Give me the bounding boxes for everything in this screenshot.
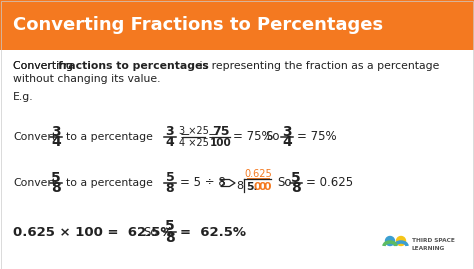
Text: Converting: Converting <box>13 61 76 71</box>
Text: 8: 8 <box>291 182 301 196</box>
Text: So: So <box>143 225 157 239</box>
Text: 8: 8 <box>165 231 175 245</box>
Text: 5: 5 <box>165 220 175 233</box>
Text: 4 ×25: 4 ×25 <box>179 137 209 147</box>
Text: E.g.: E.g. <box>13 92 34 102</box>
Text: is representing the fraction as a percentage: is representing the fraction as a percen… <box>196 61 439 71</box>
Text: 0: 0 <box>264 182 272 192</box>
Text: Convert: Convert <box>13 132 56 142</box>
Text: 5: 5 <box>51 171 61 185</box>
Text: 8: 8 <box>166 182 174 195</box>
Text: 0: 0 <box>254 182 262 192</box>
Text: =: = <box>208 130 219 143</box>
Text: 3: 3 <box>166 125 174 138</box>
Text: to a percentage: to a percentage <box>66 178 153 188</box>
Text: LEARNING: LEARNING <box>412 246 445 252</box>
Text: 5: 5 <box>291 171 301 185</box>
Text: Converting Fractions to Percentages: Converting Fractions to Percentages <box>13 16 383 34</box>
Bar <box>0 0 474 50</box>
Text: fractions to percentages: fractions to percentages <box>58 61 209 71</box>
Text: 3 ×25: 3 ×25 <box>179 126 209 136</box>
Text: =  62.5%: = 62.5% <box>180 225 246 239</box>
Text: 3: 3 <box>282 125 292 139</box>
Text: = 0.625: = 0.625 <box>306 176 353 189</box>
Text: 75: 75 <box>212 125 230 138</box>
Text: =: = <box>180 130 191 143</box>
Text: 8: 8 <box>51 182 61 196</box>
Text: Convert: Convert <box>13 178 56 188</box>
Text: 5: 5 <box>165 171 174 184</box>
Text: 100: 100 <box>210 137 232 147</box>
Circle shape <box>385 236 394 246</box>
Text: 3: 3 <box>51 125 61 139</box>
Text: without changing its value.: without changing its value. <box>13 74 161 84</box>
Text: 8: 8 <box>236 181 243 191</box>
Text: 5.: 5. <box>246 182 258 192</box>
Text: Converting: Converting <box>13 61 76 71</box>
Text: 4: 4 <box>165 136 174 149</box>
Text: So: So <box>277 176 292 189</box>
Text: 0.625 × 100 =  62.5%: 0.625 × 100 = 62.5% <box>13 225 173 239</box>
Text: = 75%: = 75% <box>297 130 337 143</box>
Text: 0: 0 <box>259 182 266 192</box>
Circle shape <box>396 236 405 246</box>
Text: 0.625: 0.625 <box>244 169 272 179</box>
Text: THIRD SPACE: THIRD SPACE <box>412 239 455 243</box>
Text: 4: 4 <box>282 136 292 150</box>
Text: 4: 4 <box>51 136 61 150</box>
Text: = 75%: = 75% <box>233 130 273 143</box>
Text: to a percentage: to a percentage <box>66 132 153 142</box>
Text: = 5 ÷ 8: = 5 ÷ 8 <box>180 176 226 189</box>
Text: So: So <box>265 130 280 143</box>
